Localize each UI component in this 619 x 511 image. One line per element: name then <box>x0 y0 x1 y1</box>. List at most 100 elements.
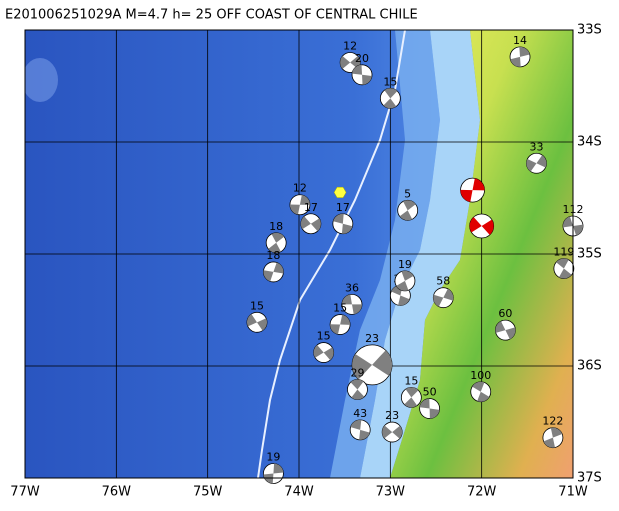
depth-label: 15 <box>383 75 397 88</box>
ball-quadrant <box>556 258 572 279</box>
depth-label: 43 <box>353 407 367 420</box>
beachball <box>469 213 495 239</box>
beachball <box>495 319 516 341</box>
beachball <box>341 293 363 315</box>
x-tick-label: 76W <box>102 485 132 500</box>
beachball <box>313 342 335 363</box>
beachball <box>263 463 284 484</box>
frame <box>24 29 574 479</box>
y-tick-label: 37S <box>577 471 602 486</box>
beachball <box>397 199 419 221</box>
centroid <box>333 186 347 198</box>
beachball <box>246 311 268 333</box>
depth-label: 23 <box>365 332 379 345</box>
depth-label: 58 <box>436 275 450 288</box>
depth-label: 17 <box>336 201 350 214</box>
beachball <box>381 421 403 443</box>
depth-label: 12 <box>343 39 357 52</box>
ball-quadrant <box>330 314 351 335</box>
ball-quadrant <box>383 88 398 109</box>
ball-quadrant <box>313 345 334 361</box>
ball-quadrant <box>300 216 321 232</box>
y-tick-label: 33S <box>577 23 602 38</box>
ball-quadrant <box>391 285 410 306</box>
x-tick-label: 71W <box>558 485 588 500</box>
beachball <box>265 232 287 254</box>
depth-label: 15 <box>317 330 331 343</box>
beachball <box>542 427 564 449</box>
beachball <box>470 381 492 403</box>
depth-label: 122 <box>542 415 563 428</box>
depth-label: 36 <box>345 281 359 294</box>
beachball <box>339 52 361 73</box>
depth-label: 60 <box>498 307 512 320</box>
ball-quadrant <box>350 379 365 400</box>
ball-quadrant <box>341 294 363 315</box>
depth-label: 50 <box>423 386 437 399</box>
depth-label: 19 <box>266 451 280 464</box>
ball-quadrant <box>399 200 416 221</box>
ball-quadrant <box>340 56 361 69</box>
ball-quadrant <box>382 425 403 439</box>
depth-label: 15 <box>404 374 418 387</box>
depth-label: 19 <box>398 258 412 271</box>
depth-label: 18 <box>269 220 283 233</box>
ball-quadrant <box>510 46 530 67</box>
ball-quadrant <box>268 232 285 253</box>
beachball <box>460 177 485 203</box>
beachball <box>349 419 371 441</box>
x-tick-label: 72W <box>467 485 497 500</box>
ball-quadrant <box>495 321 516 340</box>
ball-quadrant <box>350 419 370 440</box>
beachball <box>351 344 393 386</box>
ball-quadrant <box>263 262 284 282</box>
y-tick-label: 35S <box>577 247 602 262</box>
depth-label: 14 <box>513 34 527 47</box>
ball-quadrant <box>333 213 353 234</box>
beachball <box>289 194 311 216</box>
beachball <box>329 314 351 335</box>
beachball <box>379 87 401 109</box>
depth-label: 18 <box>266 249 280 262</box>
ball-quadrant <box>352 64 372 85</box>
ball-quadrant <box>289 194 310 215</box>
x-tick-label: 77W <box>10 485 40 500</box>
depth-label: 29 <box>350 367 364 380</box>
ball-quadrant <box>433 288 454 307</box>
beachball <box>351 64 373 86</box>
beachball <box>553 258 575 279</box>
depth-label: 23 <box>385 409 399 422</box>
events: 1220151217171818153119586010012233112119… <box>246 34 584 484</box>
ball-quadrant <box>404 387 419 408</box>
beachball <box>432 287 454 309</box>
x-tick-label: 74W <box>284 485 314 500</box>
beachball <box>526 152 547 174</box>
beachball <box>400 386 422 408</box>
depth-label: 15 <box>333 302 347 315</box>
ball-quadrant <box>460 178 485 202</box>
beachball <box>347 379 368 400</box>
title: E201006251029A M=4.7 h= 25 OFF COAST OF … <box>5 8 418 23</box>
beachball <box>419 398 441 419</box>
ball-quadrant <box>469 217 494 235</box>
depth-label: 15 <box>250 299 264 312</box>
depth-label: 17 <box>304 201 318 214</box>
depth-label: 12 <box>293 182 307 195</box>
beachball <box>263 261 284 283</box>
depth-label: 5 <box>404 187 411 200</box>
beachball <box>300 213 322 235</box>
ball-quadrant <box>419 398 440 419</box>
depth-label: 20 <box>355 52 369 65</box>
depth-label: 100 <box>470 369 491 382</box>
depth-label: 119 <box>553 246 574 259</box>
y-tick-label: 36S <box>577 359 602 374</box>
ball-quadrant <box>526 155 547 172</box>
beachball <box>394 270 416 292</box>
x-tick-label: 75W <box>193 485 223 500</box>
beachball <box>509 46 531 68</box>
depth-label: 33 <box>529 140 543 153</box>
ball-quadrant <box>472 381 490 402</box>
ball-quadrant <box>352 350 393 380</box>
x-tick-label: 73W <box>376 485 406 500</box>
ball-quadrant <box>247 314 267 331</box>
